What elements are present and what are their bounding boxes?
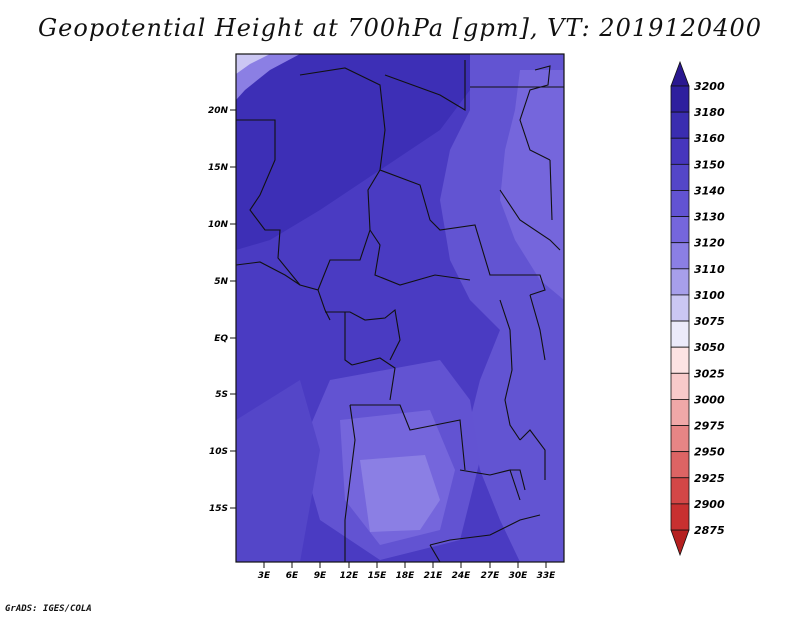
colorbar-label: 2925 [694,472,725,485]
lon-label: 27E [481,571,501,581]
colorbar-box [670,425,690,453]
colorbar-label: 3000 [694,393,725,406]
lat-label: 20N [208,106,229,116]
grads-credit: GrADS: IGES/COLA [5,604,92,614]
colorbar-box [670,503,690,531]
lon-label: 9E [314,571,327,581]
colorbar-label: 3140 [694,184,725,197]
colorbar-label: 3120 [694,237,725,250]
lon-label: 33E [537,571,557,581]
lat-label: 5S [215,390,228,400]
colorbar-label: 3180 [694,106,725,119]
longitude-axis: 3E 6E 9E 12E 15E 18E 21E 24E 27E 30E 33E [258,562,556,581]
colorbar-label: 3130 [694,211,725,224]
colorbar-box [670,85,690,113]
colorbar-box [670,111,690,139]
colorbar-label: 3200 [694,80,725,93]
map-title: Geopotential Height at 700hPa [gpm], VT:… [38,14,762,42]
colorbar-label: 2900 [694,498,725,511]
colorbar-box [670,346,690,374]
colorbar: 3200 3180 3160 3150 3140 3130 3120 3110 3100 3075… [670,60,725,557]
colorbar-label: 3075 [694,315,725,328]
colorbar-box [670,399,690,426]
lat-label: 5N [214,277,228,287]
lon-label: 3E [258,571,271,581]
colorbar-box [670,320,690,348]
colorbar-label: 2875 [694,524,725,537]
lon-label: 21E [424,571,444,581]
colorbar-box [670,190,690,217]
colorbar-label: 2975 [694,420,725,433]
colorbar-bottom-arrow [670,529,690,557]
lat-label: 15S [209,504,228,514]
lat-label: 10N [208,220,229,230]
colorbar-label: 3110 [694,263,725,276]
colorbar-box [670,216,690,244]
lat-label: 15N [208,163,229,173]
colorbar-label: 3025 [694,367,725,380]
colorbar-box [670,137,690,165]
country-borders [236,60,564,562]
colorbar-box [670,477,690,505]
height-field [236,54,564,562]
colorbar-label: 3160 [694,132,725,145]
map-frame [235,53,565,563]
lon-label: 12E [340,571,360,581]
colorbar-box [670,372,690,400]
lon-label: 30E [509,571,529,581]
latitude-axis: 20N 15N 10N 5N EQ 5S 10S 15S [208,106,236,514]
lat-label: EQ [214,334,228,344]
colorbar-box [670,294,690,322]
colorbar-label: 2950 [694,446,725,459]
colorbar-label: 3100 [694,289,725,302]
colorbar-box [670,163,690,191]
lon-label: 24E [452,571,472,581]
colorbar-top-arrow [670,60,690,87]
colorbar-box [670,268,690,296]
colorbar-label: 3050 [694,341,725,354]
lon-label: 15E [368,571,388,581]
colorbar-box [670,451,690,479]
lat-label: 10S [209,447,228,457]
lon-label: 18E [396,571,416,581]
lon-label: 6E [286,571,299,581]
colorbar-label: 3150 [694,158,725,171]
colorbar-box [670,242,690,270]
